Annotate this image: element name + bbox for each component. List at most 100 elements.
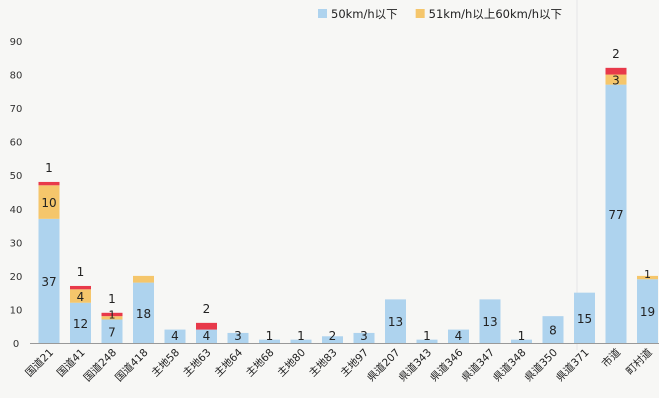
data-label: 1 [108, 292, 116, 306]
y-tick-label: 40 [10, 205, 23, 216]
data-label: 2 [612, 47, 620, 61]
bar-segment-speed-50-or-less [101, 319, 123, 343]
bar-segment-speed-50-or-less [196, 329, 217, 343]
bar-segment-speed-50-or-less [290, 339, 312, 343]
legend: 50km/h以下 51km/h以上60km/h以下 [318, 7, 562, 21]
bar-segment-speed-51-to-60 [70, 289, 91, 303]
data-label: 1 [77, 265, 85, 279]
bar-segment-speed-50-or-less [448, 329, 469, 343]
bars [38, 67, 658, 343]
data-label: 4 [171, 329, 179, 343]
data-label: 1 [266, 329, 274, 343]
bar-segment-speed-50-or-less [227, 332, 249, 343]
bar-segment-speed-top [101, 312, 123, 317]
bar-segment-speed-50-or-less [511, 339, 532, 343]
bar-segment-speed-51-to-60 [637, 275, 658, 280]
legend-label-speed-50-or-less: 50km/h以下 [331, 7, 398, 21]
bar-segment-speed-51-to-60 [605, 74, 627, 85]
bar-segment-speed-top [605, 67, 627, 75]
x-axis: 国道21国道41国道248国道418主地58主地63主地64主地68主地80主地… [23, 343, 659, 384]
bar-segment-speed-top [196, 322, 217, 330]
data-label: 2 [203, 302, 211, 316]
data-label: 1 [109, 309, 116, 322]
bar-segment-speed-50-or-less [353, 332, 375, 343]
bar-segment-speed-51-to-60 [101, 316, 123, 320]
x-tick-label: 県道347 [459, 346, 497, 384]
data-label: 3 [234, 329, 242, 343]
x-tick-label: 市道 [599, 346, 623, 370]
data-label: 37 [41, 275, 56, 289]
data-label: 3 [360, 329, 368, 343]
bar-segment-speed-51-to-60 [38, 185, 60, 219]
data-label: 1 [644, 268, 651, 281]
x-tick-label: 国道21 [23, 346, 56, 379]
x-tick-label: 主地80 [275, 346, 308, 379]
y-tick-label: 80 [10, 71, 23, 82]
x-tick-label: 主地68 [243, 346, 276, 379]
data-label: 1 [45, 161, 53, 175]
x-tick-label: 県道207 [364, 346, 402, 384]
data-label: 8 [549, 324, 557, 338]
bar-segment-speed-top [70, 285, 91, 290]
data-label: 4 [455, 329, 463, 343]
bar-segment-speed-50-or-less [38, 218, 60, 343]
data-label: 12 [73, 317, 88, 331]
x-tick-label: 県道371 [553, 346, 591, 384]
data-label: 7 [108, 325, 116, 339]
data-label: 19 [640, 305, 655, 319]
x-tick-label: 県道350 [522, 346, 560, 384]
bar-segment-speed-50-or-less [385, 299, 406, 343]
bar-segment-speed-50-or-less [133, 282, 154, 343]
bar-segment-speed-50-or-less [542, 316, 564, 343]
data-label: 3 [612, 74, 620, 88]
bar-segment-speed-50-or-less [479, 299, 501, 343]
legend-label-speed-51-to-60: 51km/h以上60km/h以下 [429, 7, 562, 21]
x-tick-label: 県道343 [396, 346, 434, 384]
y-tick-label: 60 [10, 138, 23, 149]
y-tick-label: 50 [10, 171, 23, 182]
bar-segment-speed-50-or-less [574, 292, 595, 343]
y-axis: 0 10 20 30 40 50 60 70 80 90 [10, 37, 23, 350]
data-label: 4 [203, 329, 211, 343]
x-tick-label: 県道346 [427, 346, 465, 384]
legend-swatch-speed-51-to-60 [415, 9, 425, 18]
data-label: 1 [423, 329, 431, 343]
data-label: 15 [577, 312, 592, 326]
x-tick-label: 県道348 [490, 346, 528, 384]
data-label: 1 [297, 329, 305, 343]
x-tick-label: 国道418 [112, 346, 150, 384]
y-tick-label: 20 [10, 272, 23, 283]
data-label: 2 [329, 329, 337, 343]
y-tick-label: 90 [10, 37, 23, 48]
bar-segment-speed-50-or-less [416, 339, 438, 343]
x-tick-label: 主地58 [149, 346, 182, 379]
bar-segment-speed-top [38, 181, 60, 186]
data-label: 13 [482, 315, 497, 329]
y-tick-label: 0 [13, 339, 19, 350]
bar-segment-speed-50-or-less [70, 302, 91, 343]
bar-segment-speed-51-to-60 [133, 275, 154, 283]
y-tick-label: 10 [10, 305, 23, 316]
data-label: 13 [388, 315, 403, 329]
bar-segment-speed-50-or-less [637, 279, 658, 343]
x-tick-label: 主地64 [212, 346, 246, 380]
data-label: 10 [41, 196, 56, 210]
bar-segment-speed-50-or-less [259, 339, 280, 343]
x-tick-label: 国道248 [81, 346, 119, 384]
y-tick-label: 70 [10, 104, 23, 115]
legend-swatch-speed-50-or-less [318, 9, 327, 18]
data-label: 1 [518, 329, 526, 343]
data-label: 18 [136, 307, 151, 321]
bar-segment-speed-50-or-less [605, 84, 627, 343]
x-tick-label: 主地63 [180, 346, 213, 379]
bar-segment-speed-50-or-less [322, 336, 343, 343]
y-tick-label: 30 [10, 238, 23, 249]
x-tick-label: 主地83 [306, 346, 339, 379]
x-tick-label: 町村道 [623, 346, 655, 378]
data-label: 4 [77, 290, 85, 304]
data-label: 77 [608, 208, 623, 222]
bar-segment-speed-50-or-less [164, 329, 186, 343]
